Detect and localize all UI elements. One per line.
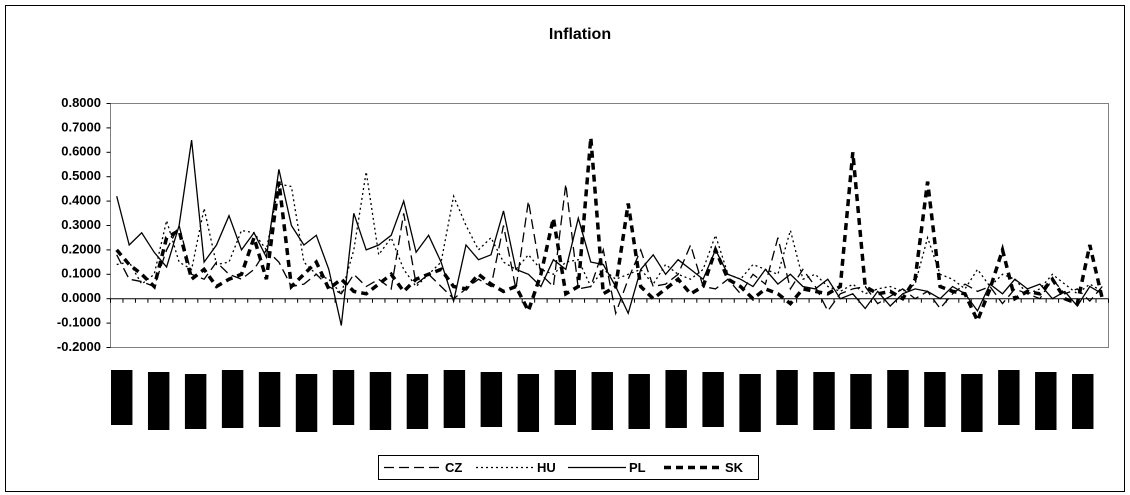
legend-label: SK bbox=[725, 460, 744, 475]
x-label-block bbox=[443, 370, 466, 428]
y-tick-label: 0.2000 bbox=[61, 241, 101, 256]
x-label-block bbox=[591, 372, 613, 430]
x-label-block bbox=[813, 372, 835, 430]
x-label-block bbox=[332, 370, 355, 425]
x-label-block bbox=[111, 370, 133, 425]
y-tick-label: 0.8000 bbox=[61, 95, 101, 110]
x-label-block bbox=[776, 370, 798, 425]
x-label-block bbox=[221, 370, 244, 428]
x-label-block bbox=[998, 370, 1020, 425]
series-line bbox=[115, 137, 1105, 326]
legend-label: CZ bbox=[445, 460, 462, 475]
x-label-block bbox=[517, 374, 540, 432]
y-tick-label: -0.2000 bbox=[57, 339, 101, 354]
y-tick-label: 0.3000 bbox=[61, 217, 101, 232]
x-label-block bbox=[406, 374, 429, 429]
x-label-block bbox=[480, 372, 503, 427]
y-tick-label: 0.1000 bbox=[61, 266, 101, 281]
x-label-block bbox=[665, 370, 687, 428]
y-tick-label: 0.4000 bbox=[61, 193, 101, 208]
x-label-block bbox=[295, 374, 318, 432]
y-tick-label: 0.6000 bbox=[61, 144, 101, 159]
y-tick-label: 0.7000 bbox=[61, 119, 101, 134]
x-label-block bbox=[1072, 374, 1094, 429]
x-label-block bbox=[850, 374, 872, 429]
x-label-block bbox=[961, 374, 983, 432]
x-label-block bbox=[887, 370, 909, 428]
legend-label: PL bbox=[629, 460, 646, 475]
legend-label: HU bbox=[537, 460, 556, 475]
series-line bbox=[116, 183, 1103, 316]
x-label-block bbox=[1035, 372, 1057, 430]
y-tick-label: 0.5000 bbox=[61, 168, 101, 183]
x-label-block bbox=[702, 372, 724, 427]
chart-title: Inflation bbox=[549, 26, 611, 43]
x-label-block bbox=[739, 374, 761, 432]
x-label-block bbox=[184, 374, 207, 429]
x-label-block bbox=[258, 372, 281, 427]
x-label-block bbox=[554, 370, 576, 425]
x-label-block bbox=[147, 372, 170, 430]
x-label-block bbox=[628, 374, 650, 429]
series-line bbox=[116, 140, 1103, 326]
y-tick-label: 0.0000 bbox=[61, 290, 101, 305]
y-tick-label: -0.1000 bbox=[57, 315, 101, 330]
x-label-block bbox=[924, 372, 946, 427]
x-label-block bbox=[369, 372, 392, 430]
series-line bbox=[116, 171, 1103, 296]
